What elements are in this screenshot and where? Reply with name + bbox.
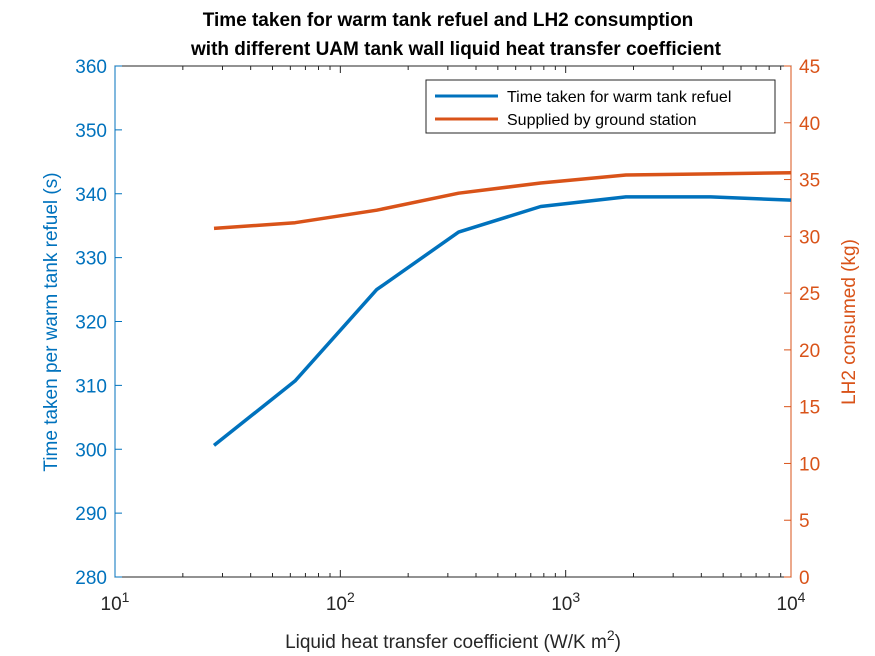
plot-area-frame	[114, 65, 792, 578]
y-left-tick-label: 360	[75, 57, 107, 78]
series-lines	[212, 170, 792, 447]
series-line-1	[212, 195, 792, 447]
x-axis-label: Liquid heat transfer coefficient (W/K m2…	[285, 627, 621, 653]
y-left-tick-label: 280	[75, 568, 107, 589]
y-right-tick-label: 25	[799, 284, 820, 305]
x-tick-label-exponent: 3	[572, 589, 580, 605]
y-right-tick-label: 35	[799, 171, 820, 192]
x-tick-label-exponent: 2	[347, 589, 355, 605]
y-right-tick-label: 45	[799, 57, 820, 78]
y-left-tick-label: 290	[75, 504, 107, 525]
x-tick-label: 103	[551, 589, 580, 615]
legend: Time taken for warm tank refuel Supplied…	[425, 79, 776, 134]
y-right-tick-label: 20	[799, 341, 820, 362]
x-tick-label: 102	[326, 589, 355, 615]
x-tick-label-base: 10	[777, 594, 798, 615]
chart-title-line2: with different UAM tank wall liquid heat…	[190, 39, 722, 60]
y-left-tick-label: 340	[75, 185, 107, 206]
legend-label-series-2: Supplied by ground station	[507, 112, 696, 129]
y-right-tick-label: 30	[799, 227, 820, 248]
x-tick-label: 104	[777, 589, 806, 615]
y-left-tick-label: 330	[75, 249, 107, 270]
y-axis-right: 0 5 10 15 20 25 30 35 40 45	[784, 57, 820, 589]
y-left-tick-label: 350	[75, 121, 107, 142]
y-axis-right-label: LH2 consumed (kg)	[839, 239, 860, 405]
y-right-tick-label: 0	[799, 568, 810, 589]
x-tick-label: 101	[101, 589, 130, 615]
legend-label-series-1: Time taken for warm tank refuel	[507, 89, 731, 106]
legend-box	[425, 79, 776, 134]
x-tick-label-base: 10	[326, 594, 347, 615]
y-right-tick-label: 15	[799, 398, 820, 419]
y-right-tick-label: 10	[799, 454, 820, 475]
x-tick-label-exponent: 1	[122, 589, 130, 605]
y-axis-left-label: Time taken per warm tank refuel (s)	[41, 172, 62, 471]
y-right-tick-label: 40	[799, 114, 820, 135]
x-tick-label-base: 10	[551, 594, 572, 615]
y-axis-left: 280 290 300 310 320 330 340 350 360	[75, 57, 122, 589]
x-tick-label-base: 10	[101, 594, 122, 615]
y-left-tick-label: 300	[75, 440, 107, 461]
y-right-tick-label: 5	[799, 511, 810, 532]
chart-title-line1: Time taken for warm tank refuel and LH2 …	[203, 10, 694, 31]
x-tick-label-exponent: 4	[798, 589, 806, 605]
y-left-tick-label: 310	[75, 376, 107, 397]
y-left-tick-label: 320	[75, 313, 107, 334]
series-line-2	[213, 170, 792, 231]
x-axis: 101 102 103 104	[101, 66, 806, 615]
